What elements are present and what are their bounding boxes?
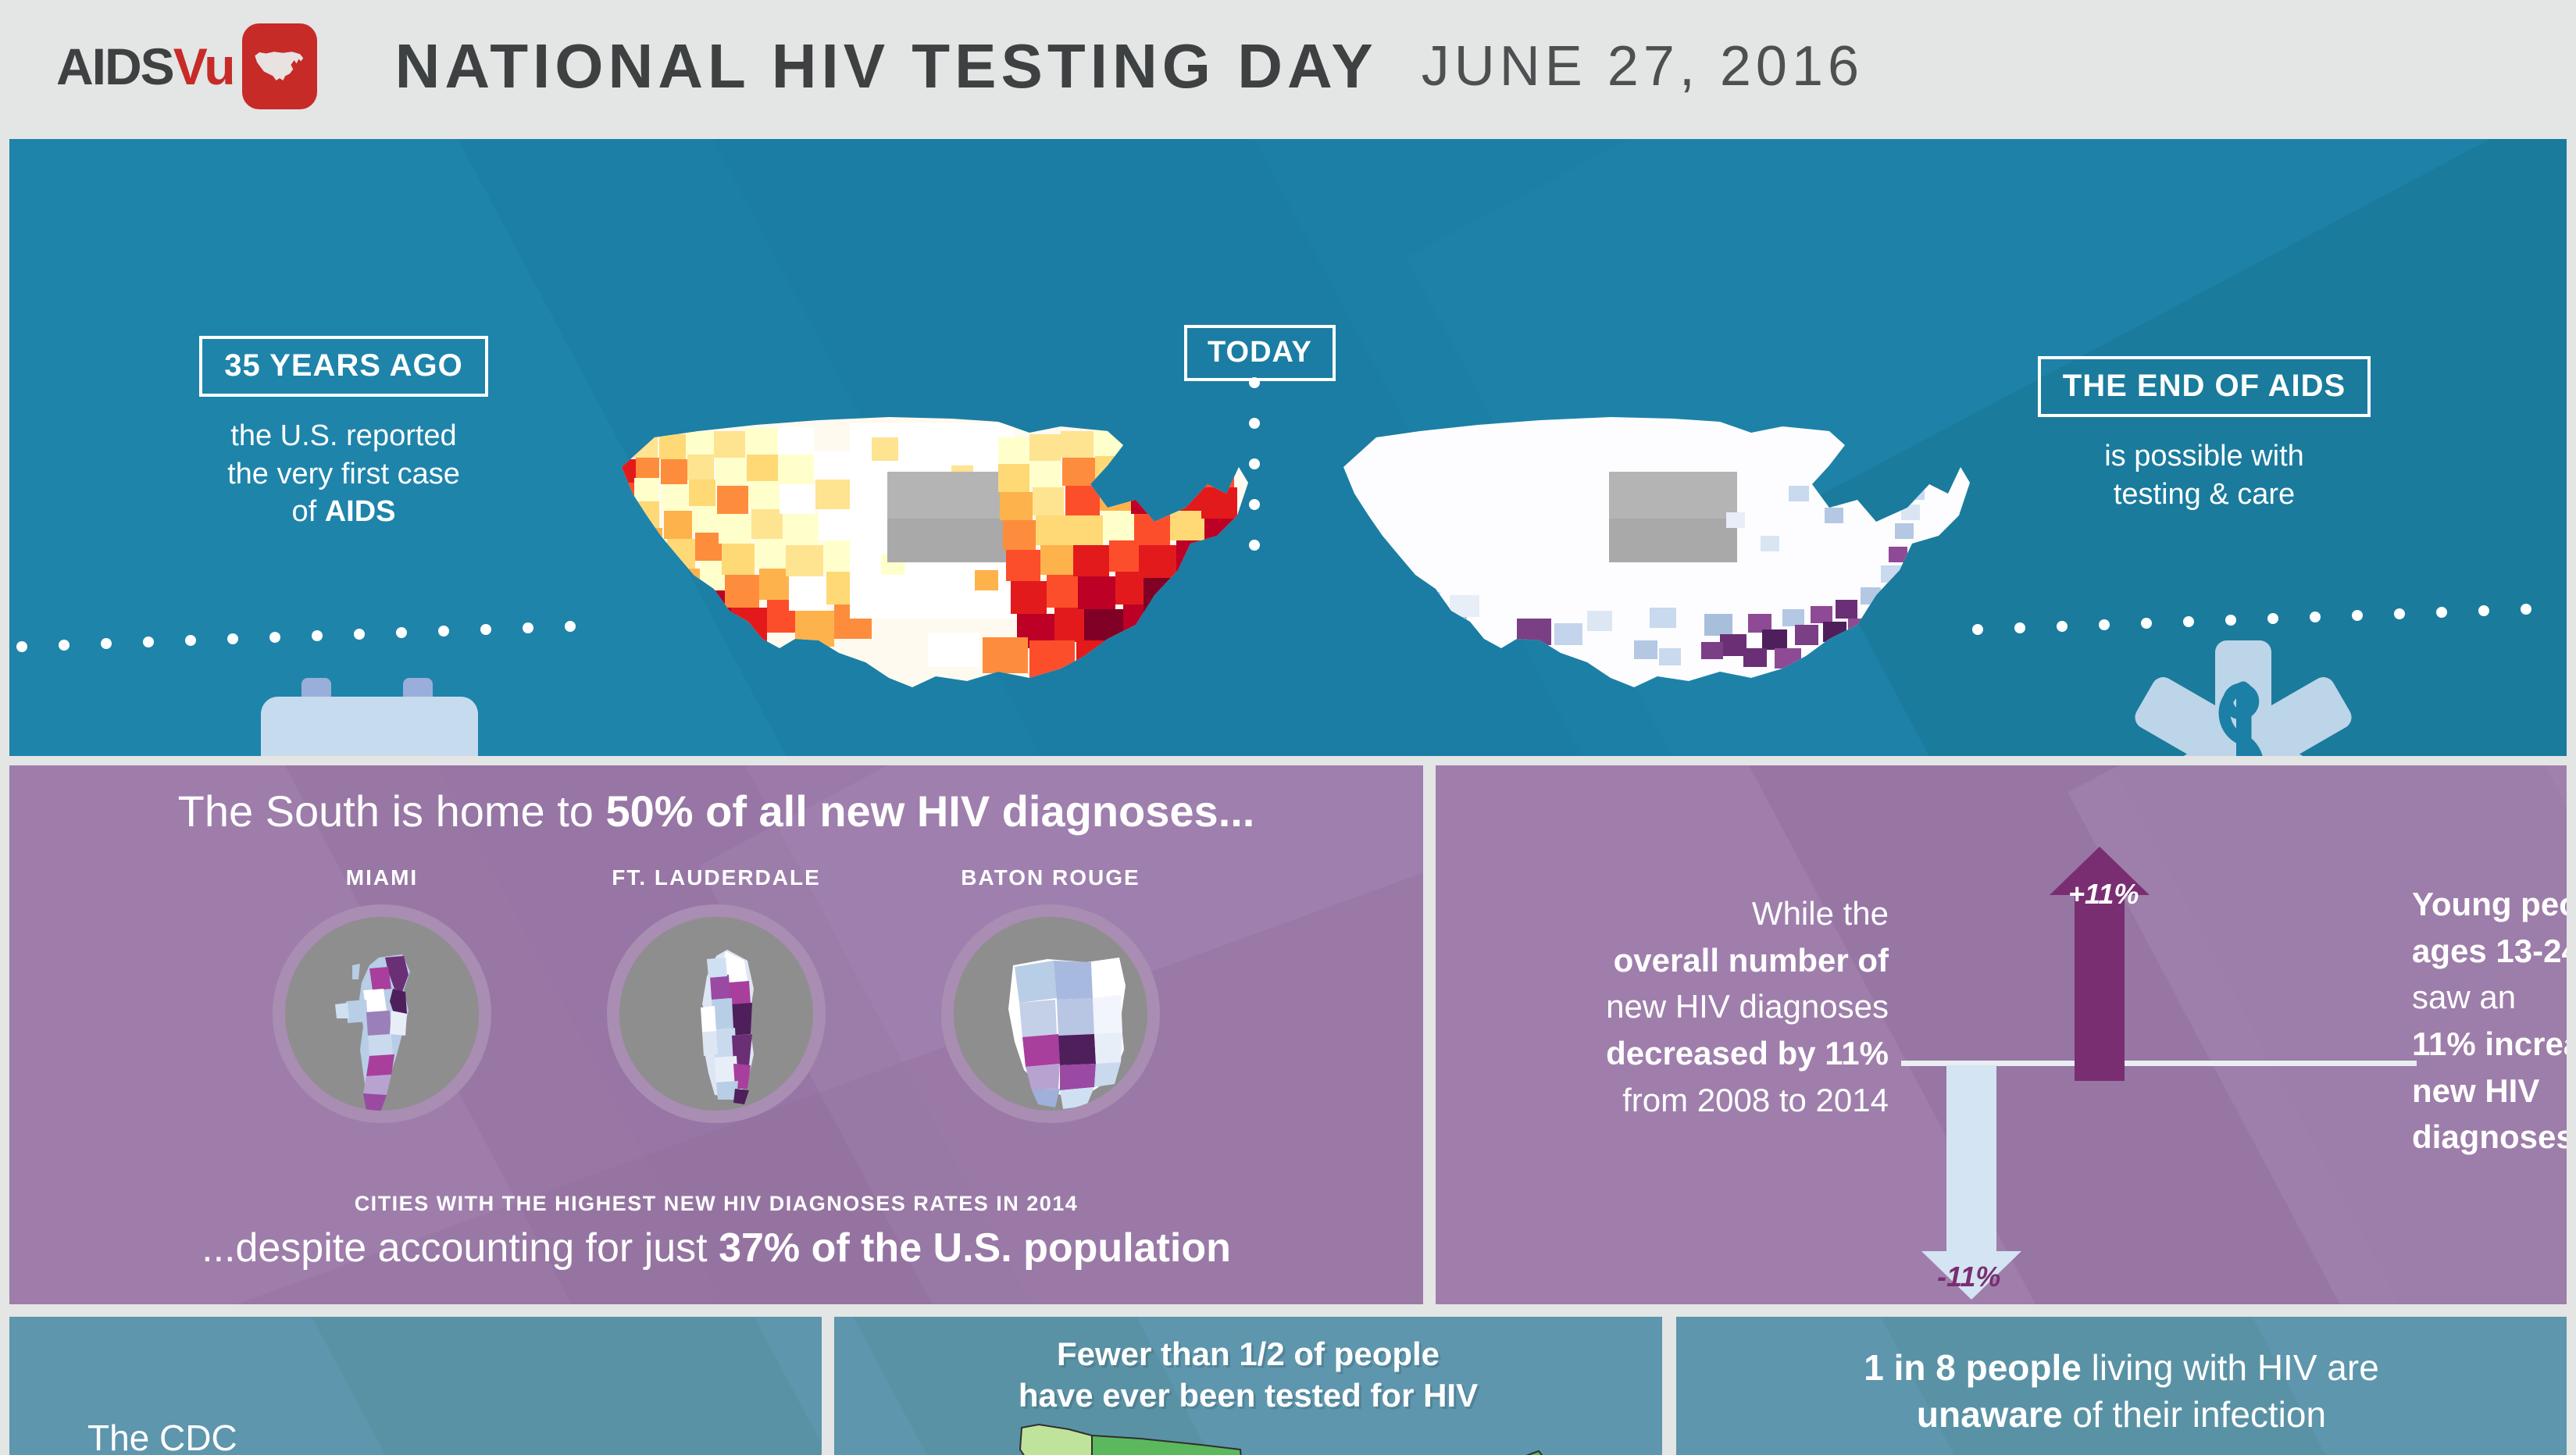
arrow-down-label: -11% — [1937, 1261, 2001, 1293]
us-map-icon — [241, 23, 317, 109]
bottom-panel-unaware: 1 in 8 people living with HIV are unawar… — [1676, 1317, 2567, 1455]
miami-county-map — [273, 904, 491, 1123]
hero-right-text: is possible with testing & care — [2104, 440, 2304, 511]
city-label: FT. LAUDERDALE — [612, 865, 821, 890]
south-footer: ...despite accounting for just 37% of th… — [202, 1225, 1231, 1271]
logo-text-aids: AIDS — [56, 37, 175, 95]
page-title: NATIONAL HIV TESTING DAY — [394, 31, 1378, 101]
unaware-headline: 1 in 8 people living with HIV are unawar… — [1864, 1347, 2379, 1435]
city-card-ft-lauderdale: FT. LAUDERDALE — [599, 865, 833, 1123]
hero-right-block: THE END OF AIDS is possible with testing… — [1986, 356, 2423, 513]
dotted-connector — [16, 377, 2531, 652]
circular-badge-icon: OUR STATUS. GET — [416, 1395, 759, 1455]
calendar-icon: 1981 — [261, 678, 478, 756]
badge-today: TODAY — [1184, 325, 1336, 381]
arrow-up-label: +11% — [2068, 878, 2139, 910]
city-card-baton-rouge: BATON ROUGE — [933, 865, 1168, 1123]
page-header: AIDS Vu NATIONAL HIV TESTING DAY JUNE 27… — [0, 0, 2576, 133]
youth-right-text: Young people ages 13-24 saw an 11% incre… — [2412, 886, 2567, 1156]
baton-rouge-county-map — [941, 904, 1160, 1123]
badge-today-wrap: TODAY — [1184, 325, 1336, 381]
testing-headline: Fewer than 1/2 of people have ever been … — [1018, 1336, 1479, 1414]
axis-baseline — [1901, 1061, 2417, 1066]
badge-end-of-aids: THE END OF AIDS — [2037, 356, 2371, 417]
hero-panel: 35 YEARS AGO the U.S. reported the very … — [9, 139, 2567, 756]
change-arrows-chart: +11% -11% — [1904, 834, 2201, 1300]
calendar-body: 1981 — [261, 697, 478, 756]
bottom-panel-cdc: The CDC OUR STATUS. GET — [9, 1317, 822, 1455]
us-county-map-new-diagnoses — [1343, 417, 1970, 687]
city-label: MIAMI — [345, 865, 419, 890]
cdc-text: The CDC — [87, 1418, 237, 1455]
south-caption: CITIES WITH THE HIGHEST NEW HIV DIAGNOSE… — [354, 1192, 1079, 1215]
logo-text-vu: Vu — [173, 37, 236, 95]
city-map-row: MIAMI — [9, 865, 1423, 1123]
hero-left-text: the U.S. reported the very first case of… — [227, 419, 460, 529]
city-card-miami: MIAMI — [265, 865, 499, 1123]
youth-left-text: While the overall number of new HIV diag… — [1606, 895, 1889, 1118]
star-of-life-icon — [2126, 631, 2360, 756]
ft-lauderdale-county-map — [607, 904, 826, 1123]
down-arrow-icon — [1921, 1065, 2021, 1300]
badge-35-years-ago: 35 YEARS AGO — [199, 336, 488, 397]
south-headline: The South is home to 50% of all new HIV … — [177, 786, 1255, 836]
header-date: JUNE 27, 2016 — [1421, 35, 1864, 98]
hero-left-block: 35 YEARS AGO the U.S. reported the very … — [156, 336, 531, 531]
us-county-map-hiv-prevalence — [622, 417, 1248, 687]
bottom-panel-testing: Fewer than 1/2 of people have ever been … — [834, 1317, 1662, 1455]
youth-panel: While the overall number of new HIV diag… — [1436, 765, 2567, 1304]
up-arrow-icon — [2050, 847, 2150, 1081]
us-states-map-green — [1019, 1423, 1543, 1455]
south-panel: The South is home to 50% of all new HIV … — [9, 765, 1423, 1304]
city-label: BATON ROUGE — [961, 865, 1140, 890]
aidsvu-logo[interactable]: AIDS Vu — [56, 23, 317, 109]
